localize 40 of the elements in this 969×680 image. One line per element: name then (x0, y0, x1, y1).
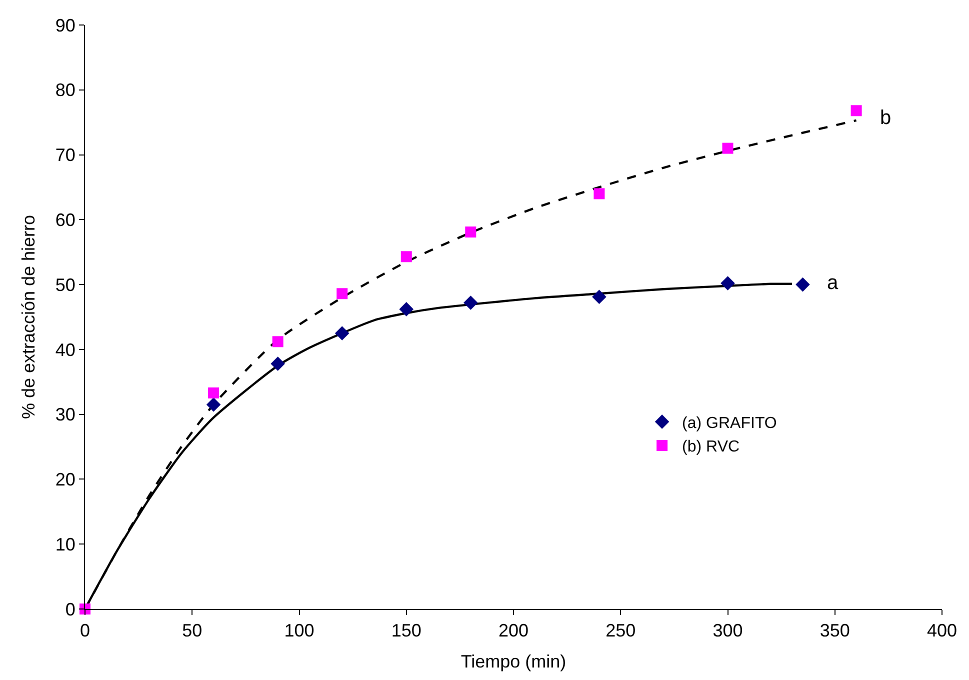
y-axis-title: % de extracción de hierro (18, 214, 39, 420)
point (336, 288, 348, 300)
y-tick-label: 60 (55, 210, 76, 230)
x-axis-title: Tiempo (min) (460, 652, 566, 672)
y-tick-label: 70 (55, 145, 76, 166)
x-tick-label: 200 (498, 620, 529, 641)
point (399, 302, 414, 316)
point (272, 336, 284, 348)
point (334, 326, 350, 340)
x-tick-label: 300 (712, 620, 743, 641)
point (400, 251, 412, 262)
point (270, 356, 285, 371)
x-tick-label: 50 (182, 620, 202, 641)
x-tick-label: 0 (80, 620, 90, 641)
point (720, 276, 735, 290)
y-tick-label: 50 (55, 274, 76, 295)
point (206, 397, 221, 412)
point (464, 296, 478, 310)
x-tick-label: 250 (606, 620, 636, 641)
y-tick-label: 40 (55, 340, 76, 360)
y-tick-label: 80 (55, 80, 76, 100)
point (850, 105, 862, 116)
x-tick-label: 150 (391, 620, 422, 641)
annotation: a (827, 272, 839, 294)
y-tick-label: 30 (55, 404, 76, 425)
y-tick-label: 20 (55, 470, 76, 490)
y-tick-label: 90 (55, 15, 76, 36)
x-tick-label: 350 (820, 620, 850, 641)
point (208, 387, 220, 398)
x-tick-label: 400 (926, 620, 958, 641)
point (796, 277, 810, 292)
y-tick-label: 10 (55, 534, 76, 554)
point (592, 290, 606, 304)
point (594, 188, 605, 200)
x-tick-label: 100 (284, 620, 314, 641)
point (722, 142, 734, 154)
annotation: b (880, 107, 892, 129)
legend-label: (a) GRAFITO (682, 414, 777, 432)
point (465, 226, 476, 238)
y-tick-label: 0 (65, 599, 76, 620)
